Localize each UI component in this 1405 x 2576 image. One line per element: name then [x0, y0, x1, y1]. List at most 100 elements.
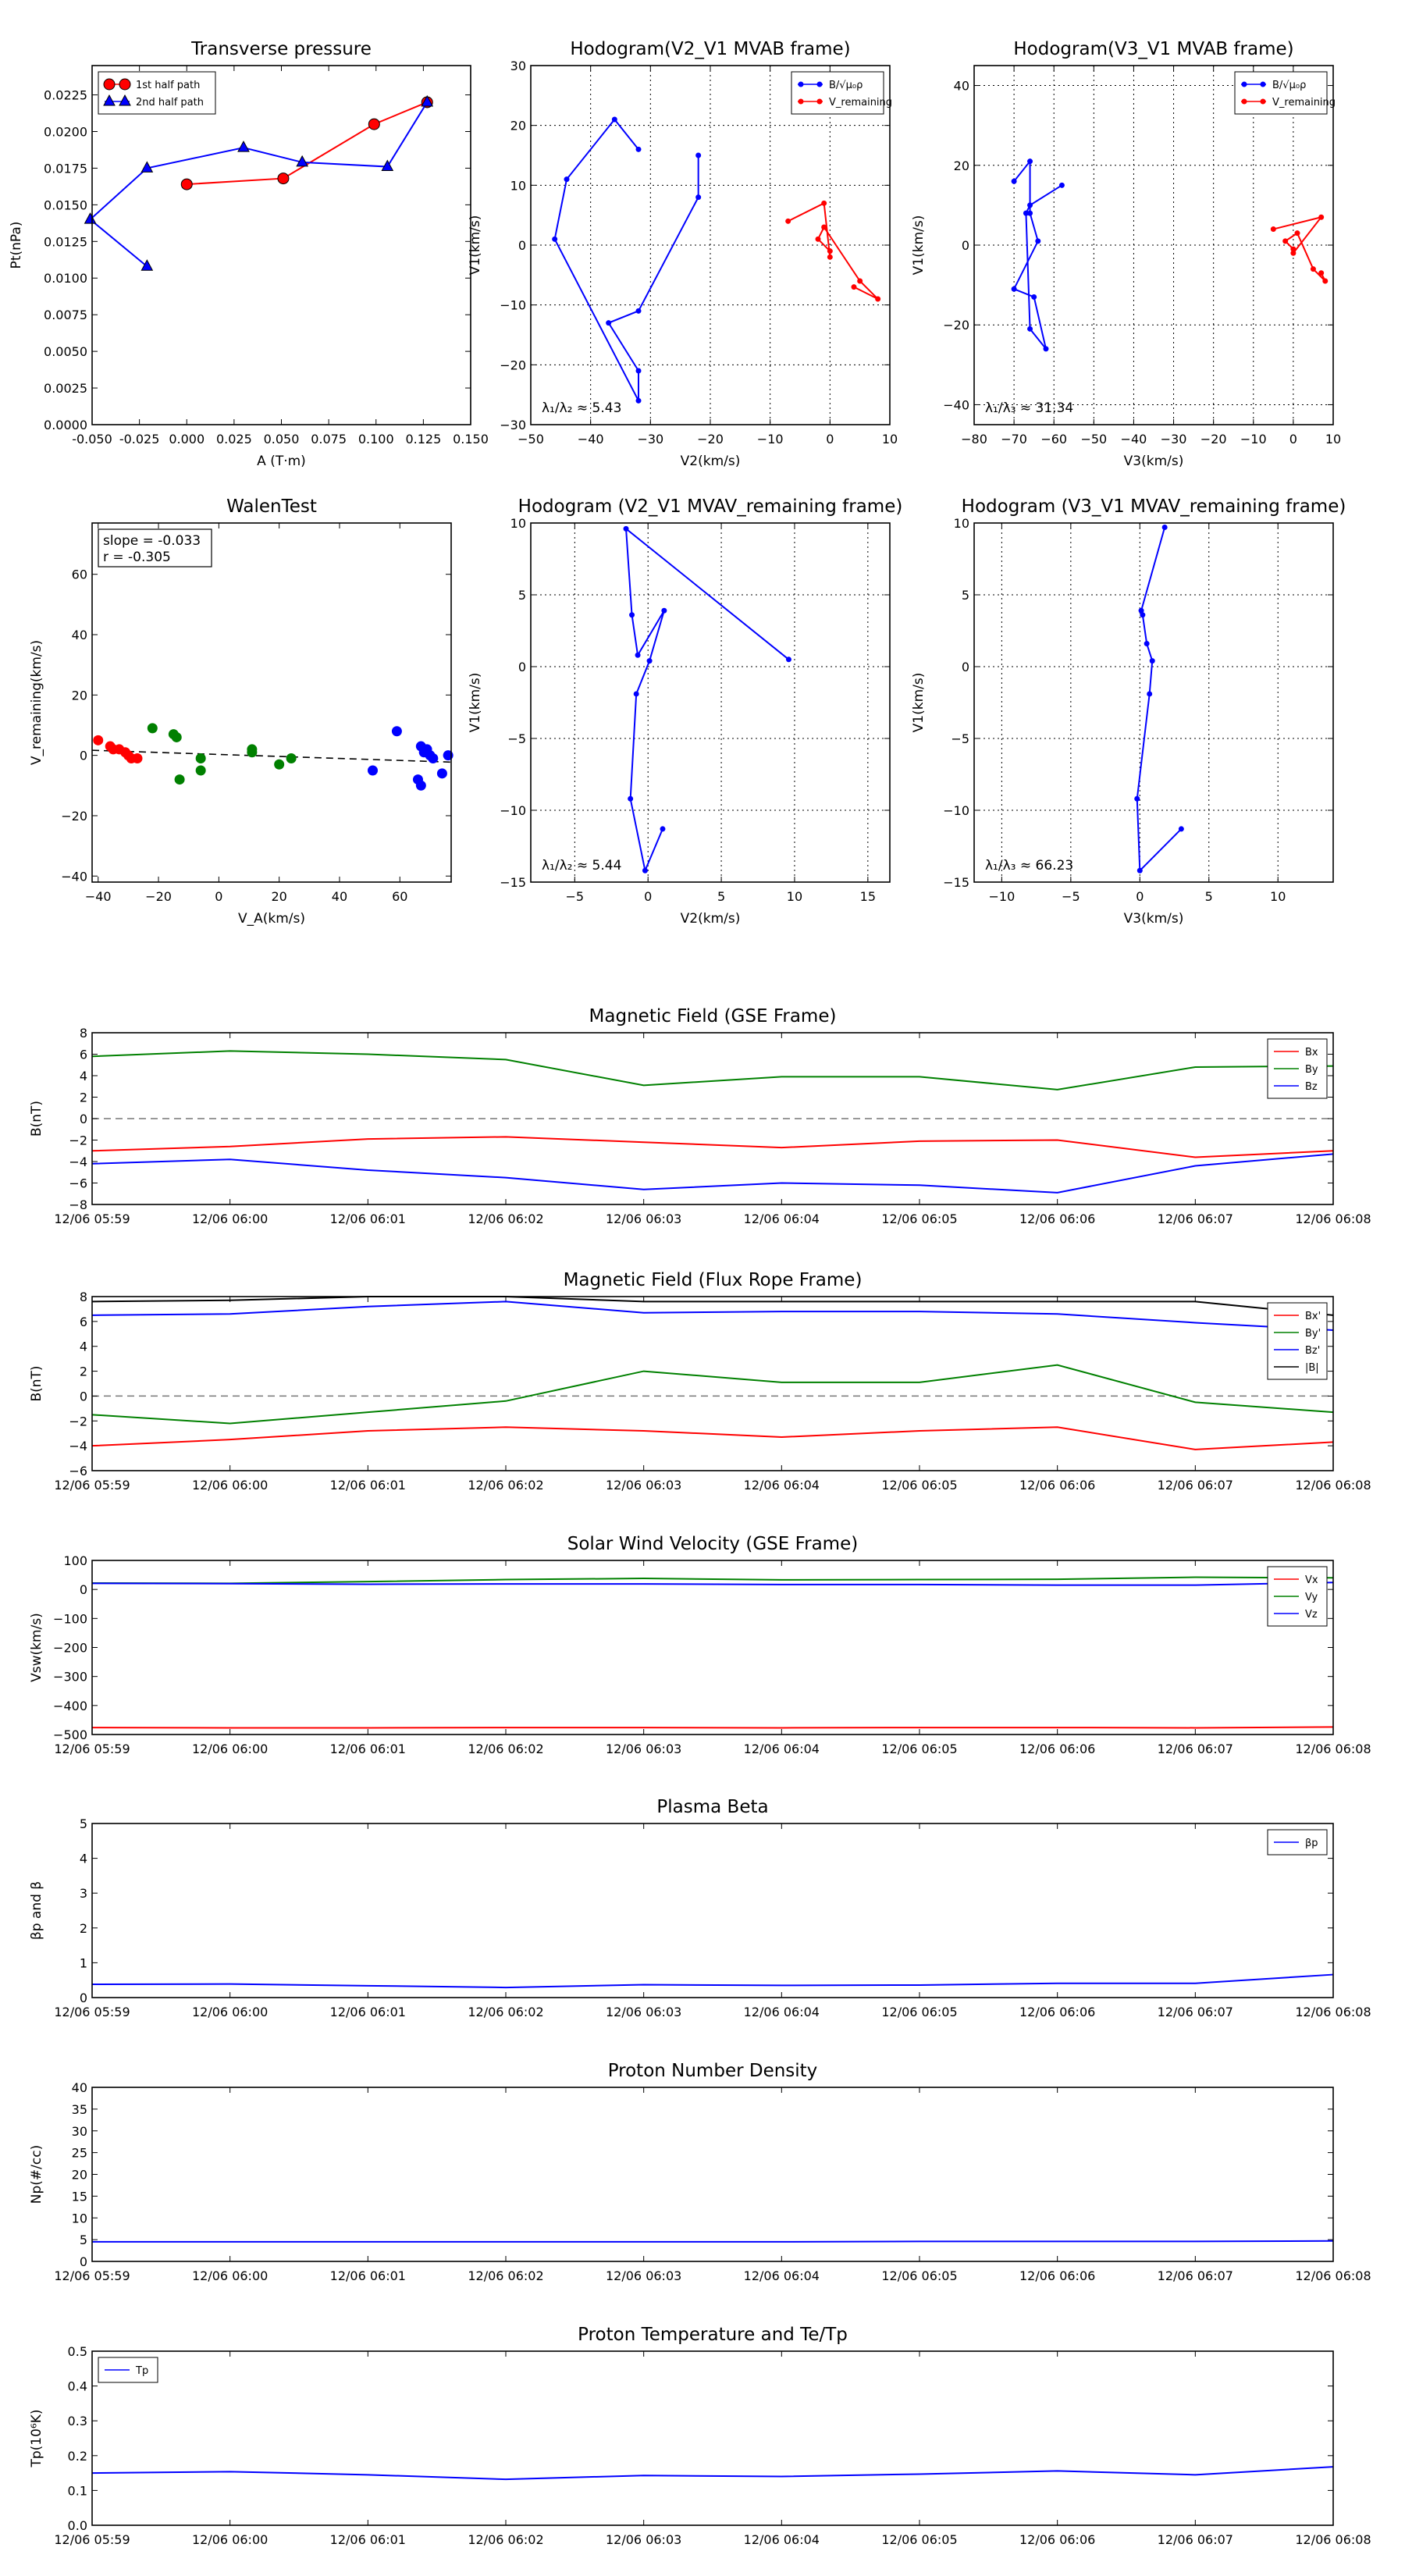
series-line — [91, 1050, 1334, 1091]
data-point — [1260, 98, 1266, 105]
y-tick-label: −4 — [69, 1155, 87, 1169]
data-point — [1318, 214, 1325, 220]
data-point — [114, 744, 125, 755]
x-tick-label: 0.075 — [311, 432, 347, 447]
data-point — [1011, 178, 1017, 184]
y-tick-label: 0 — [80, 2254, 87, 2269]
y-axis-label: V1(km/s) — [468, 215, 483, 276]
x-tick-label: 12/06 06:05 — [881, 2005, 957, 2019]
y-tick-label: −40 — [943, 397, 969, 412]
x-tick-label: 12/06 06:03 — [606, 2532, 681, 2547]
x-tick-label: 12/06 06:02 — [468, 1212, 543, 1226]
legend: Vx Vy Vz — [1267, 1566, 1328, 1627]
y-tick-label: −10 — [500, 803, 526, 818]
x-tick-label: 15 — [860, 889, 876, 904]
y-tick-label: 40 — [72, 628, 87, 642]
y-tick-label: 0.0000 — [44, 418, 87, 432]
data-point — [564, 176, 570, 183]
y-tick-label: 0 — [80, 1112, 87, 1126]
x-tick-label: 12/06 06:01 — [330, 2268, 406, 2283]
y-tick-label: 3 — [80, 1886, 87, 1901]
data-point — [119, 78, 131, 91]
y-tick-label: 20 — [954, 158, 969, 173]
y-tick-label: 20 — [510, 119, 526, 133]
y-tick-label: −20 — [61, 809, 87, 824]
x-tick-label: 12/06 06:02 — [468, 2005, 543, 2019]
y-tick-label: −100 — [53, 1611, 87, 1626]
x-tick-label: 12/06 06:06 — [1019, 1478, 1095, 1493]
x-tick-label: −20 — [697, 432, 724, 447]
data-point — [635, 652, 641, 658]
x-tick-label: 12/06 06:02 — [468, 1478, 543, 1493]
axes-frame — [91, 522, 452, 883]
x-tick-label: 12/06 06:01 — [330, 1742, 406, 1756]
y-tick-label: −15 — [943, 875, 969, 890]
x-tick-label: 12/06 06:02 — [468, 1742, 543, 1756]
legend-label: B/√μ₀ρ — [829, 80, 863, 91]
y-tick-label: −30 — [500, 418, 526, 432]
data-point — [274, 759, 285, 770]
x-tick-label: 20 — [271, 889, 286, 904]
y-tick-label: 35 — [72, 2102, 87, 2117]
data-point — [816, 98, 823, 105]
x-tick-label: 10 — [1270, 889, 1286, 904]
data-point — [815, 236, 821, 242]
chart-bfr: Magnetic Field (Flux Rope Frame) −6 −4 −2 0 2… — [29, 1270, 1371, 1493]
y-tick-label: 10 — [510, 516, 526, 531]
data-point — [857, 278, 863, 284]
legend-label: Bx — [1305, 1047, 1318, 1059]
y-tick-label: −40 — [61, 869, 87, 884]
y-tick-label: 0.0225 — [44, 88, 87, 103]
legend: 1st half path 2nd half path — [98, 71, 216, 115]
x-tick-label: −30 — [637, 432, 663, 447]
y-tick-label: 0.0075 — [44, 308, 87, 322]
x-tick-label: 12/06 05:59 — [54, 2268, 130, 2283]
chart-title: Magnetic Field (Flux Rope Frame) — [564, 1270, 863, 1290]
legend-label: Vz — [1305, 1609, 1318, 1621]
y-tick-label: 10 — [954, 516, 969, 531]
x-tick-label: 12/06 06:00 — [192, 2005, 268, 2019]
x-tick-label: 12/06 06:02 — [468, 2532, 543, 2547]
x-tick-label: 12/06 06:05 — [881, 2268, 957, 2283]
chart-title: Hodogram(V2_V1 MVAB frame) — [570, 39, 850, 59]
data-point — [1136, 867, 1143, 873]
data-point — [180, 178, 193, 190]
y-tick-label: 40 — [954, 79, 969, 94]
x-tick-label: 12/06 06:07 — [1158, 1478, 1233, 1493]
data-point — [695, 152, 702, 158]
y-tick-label: −5 — [507, 731, 526, 746]
y-tick-label: 4 — [80, 1069, 87, 1083]
y-tick-label: −2 — [69, 1414, 87, 1429]
x-tick-label: 12/06 06:03 — [606, 1478, 681, 1493]
x-tick-label: −70 — [1001, 432, 1027, 447]
x-tick-label: 10 — [787, 889, 802, 904]
data-point — [367, 765, 378, 776]
series-line — [91, 1426, 1334, 1450]
data-point — [296, 155, 309, 167]
legend-label: Vx — [1305, 1574, 1318, 1586]
x-tick-label: −10 — [989, 889, 1016, 904]
data-point — [1027, 202, 1033, 208]
fit-line — [91, 749, 452, 763]
axes-frame — [91, 1560, 1334, 1735]
series-line — [91, 1153, 1334, 1194]
legend: βp — [1267, 1829, 1328, 1856]
data-point — [1310, 266, 1316, 272]
series-line — [92, 2240, 1334, 2243]
data-point — [1134, 795, 1140, 802]
data-point — [635, 397, 642, 404]
y-tick-label: −4 — [69, 1439, 87, 1453]
data-point — [623, 525, 629, 532]
data-point — [1027, 210, 1033, 216]
series-line — [91, 1136, 1334, 1158]
data-point — [132, 753, 143, 764]
x-tick-label: 5 — [717, 889, 725, 904]
y-axis-label: βp and β — [29, 1881, 44, 1940]
data-point — [1035, 238, 1041, 244]
y-tick-label: −15 — [500, 875, 526, 890]
eigen-ratio: λ₁/λ₃ ≈ 31.34 — [985, 400, 1073, 416]
legend-label: By — [1305, 1064, 1318, 1076]
data-point — [286, 753, 297, 764]
x-tick-label: 10 — [882, 432, 898, 447]
